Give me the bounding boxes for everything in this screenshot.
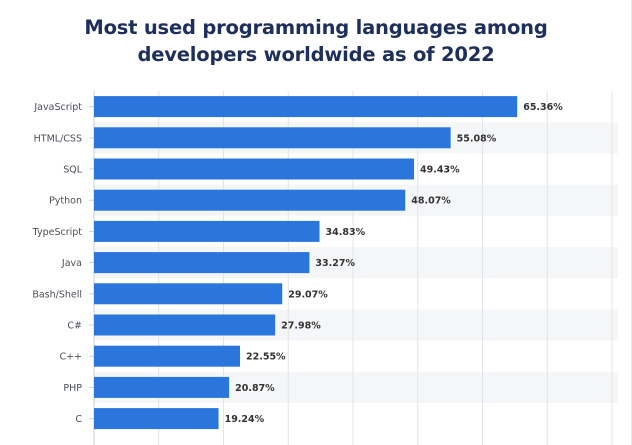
bar bbox=[94, 127, 451, 149]
bar bbox=[94, 189, 406, 211]
value-label: 27.98% bbox=[281, 321, 321, 332]
bar bbox=[94, 376, 230, 398]
category-label: PHP bbox=[63, 383, 82, 394]
category-label: Bash/Shell bbox=[32, 289, 82, 300]
category-label: C bbox=[75, 414, 82, 425]
category-label: C++ bbox=[59, 352, 82, 363]
chart-title-line-2: developers worldwide as of 2022 bbox=[137, 43, 495, 66]
bar bbox=[94, 158, 415, 180]
chart-title-line-1: Most used programming languages among bbox=[84, 16, 548, 39]
bar bbox=[94, 220, 320, 242]
value-label: 19.24% bbox=[225, 414, 265, 425]
category-label: Java bbox=[61, 258, 82, 269]
value-label: 20.87% bbox=[235, 383, 275, 394]
value-label: 55.08% bbox=[457, 133, 497, 144]
value-label: 29.07% bbox=[288, 289, 328, 300]
category-label: SQL bbox=[63, 165, 83, 176]
bar bbox=[94, 408, 219, 430]
category-label: TypeScript bbox=[32, 227, 83, 238]
value-label: 33.27% bbox=[315, 258, 355, 269]
category-label: C# bbox=[67, 321, 82, 332]
value-label: 49.43% bbox=[420, 165, 460, 176]
value-label: 65.36% bbox=[523, 102, 563, 113]
chart-title: Most used programming languages among de… bbox=[0, 14, 632, 68]
bar bbox=[94, 314, 276, 336]
value-label: 22.55% bbox=[246, 352, 286, 363]
value-label: 34.83% bbox=[326, 227, 366, 238]
bar bbox=[94, 345, 241, 367]
value-label: 48.07% bbox=[411, 196, 451, 207]
category-label: JavaScript bbox=[33, 102, 82, 113]
category-label: Python bbox=[49, 196, 82, 207]
bar bbox=[94, 283, 283, 305]
bar bbox=[94, 252, 310, 274]
category-label: HTML/CSS bbox=[34, 133, 82, 144]
bar bbox=[94, 96, 518, 118]
